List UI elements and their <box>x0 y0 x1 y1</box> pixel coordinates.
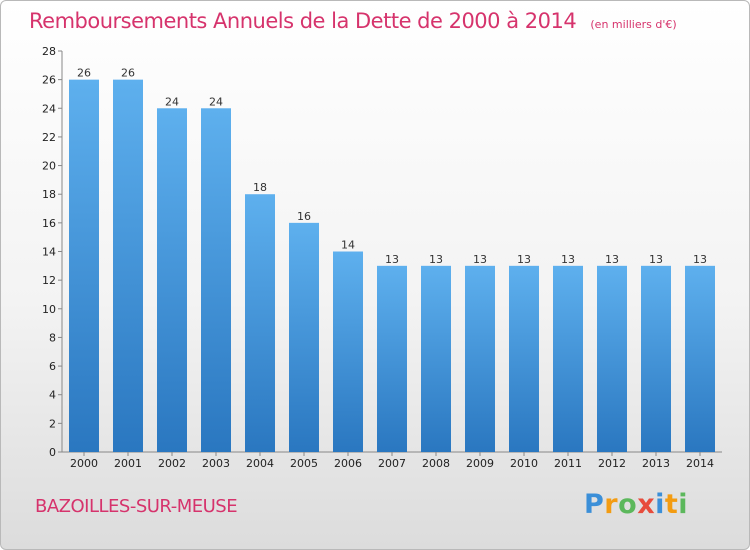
bar <box>421 265 451 452</box>
bar-value-label: 13 <box>429 253 443 266</box>
bar-value-label: 13 <box>517 253 531 266</box>
commune-name: BAZOILLES-SUR-MEUSE <box>35 496 238 517</box>
y-tick-label: 24 <box>42 102 56 115</box>
bar <box>597 265 627 452</box>
x-tick-label: 2013 <box>642 457 670 470</box>
logo-letter: i <box>678 489 689 520</box>
bar-value-label: 26 <box>121 67 135 80</box>
y-tick-label: 22 <box>42 131 56 144</box>
bar-value-label: 13 <box>561 253 575 266</box>
x-tick-label: 2011 <box>554 457 582 470</box>
logo-letter: o <box>618 489 638 520</box>
bar <box>465 265 495 452</box>
x-tick-label: 2003 <box>202 457 230 470</box>
bar-value-label: 13 <box>693 253 707 266</box>
bars <box>69 79 715 453</box>
y-tick-label: 0 <box>49 446 56 459</box>
chart-title-block: Remboursements Annuels de la Dette de 20… <box>29 9 677 33</box>
bar <box>113 79 143 453</box>
bar-value-label: 14 <box>341 239 355 252</box>
bar <box>685 265 715 452</box>
y-tick-label: 8 <box>49 331 56 344</box>
y-tick-label: 28 <box>42 45 56 58</box>
bar <box>553 265 583 452</box>
y-tick-label: 18 <box>42 188 56 201</box>
y-tick-label: 6 <box>49 360 56 373</box>
x-tick-label: 2014 <box>686 457 714 470</box>
bar <box>245 194 275 452</box>
x-tick-label: 2012 <box>598 457 626 470</box>
bar-value-label: 13 <box>385 253 399 266</box>
y-tick-label: 26 <box>42 74 56 87</box>
proxiti-logo: Proxiti <box>584 489 688 520</box>
y-tick-label: 2 <box>49 417 56 430</box>
bar-value-label: 13 <box>605 253 619 266</box>
bar <box>157 108 187 453</box>
bar <box>201 108 231 453</box>
data-labels: 26 26 24 24 18 16 14 13 13 13 13 13 13 13 13 <box>77 67 707 266</box>
bar-value-label: 13 <box>473 253 487 266</box>
bar-value-label: 16 <box>297 210 311 223</box>
logo-letter: r <box>604 489 619 520</box>
bar <box>69 79 99 453</box>
x-tick-label: 2004 <box>246 457 274 470</box>
logo-letter: P <box>584 489 605 520</box>
y-tick-label: 4 <box>49 389 56 402</box>
x-tick-label: 2002 <box>158 457 186 470</box>
bar <box>509 265 539 452</box>
bar <box>377 265 407 452</box>
x-tick-label: 2001 <box>114 457 142 470</box>
logo-letter: x <box>637 489 656 520</box>
bar-value-label: 13 <box>649 253 663 266</box>
chart-subtitle: (en milliers d'€) <box>590 18 677 31</box>
y-tick-label: 10 <box>42 303 56 316</box>
bar <box>641 265 671 452</box>
bar-value-label: 24 <box>165 95 179 108</box>
bar <box>333 251 363 452</box>
logo-letter: t <box>664 489 679 520</box>
x-tick-label: 2010 <box>510 457 538 470</box>
bar <box>289 222 319 452</box>
y-tick-label: 12 <box>42 274 56 287</box>
bar-value-label: 24 <box>209 95 223 108</box>
y-tick-label: 14 <box>42 246 56 259</box>
x-tick-label: 2007 <box>378 457 406 470</box>
y-tick-label: 16 <box>42 217 56 230</box>
x-tick-label: 2009 <box>466 457 494 470</box>
x-tick-label: 2000 <box>70 457 98 470</box>
logo-letter: i <box>655 489 665 520</box>
x-tick-label: 2008 <box>422 457 450 470</box>
x-tick-label: 2006 <box>334 457 362 470</box>
chart-title: Remboursements Annuels de la Dette de 20… <box>29 9 577 33</box>
y-tick-label: 20 <box>42 160 56 173</box>
bar-value-label: 26 <box>77 67 91 80</box>
bar-value-label: 18 <box>253 181 267 194</box>
x-tick-label: 2005 <box>290 457 318 470</box>
